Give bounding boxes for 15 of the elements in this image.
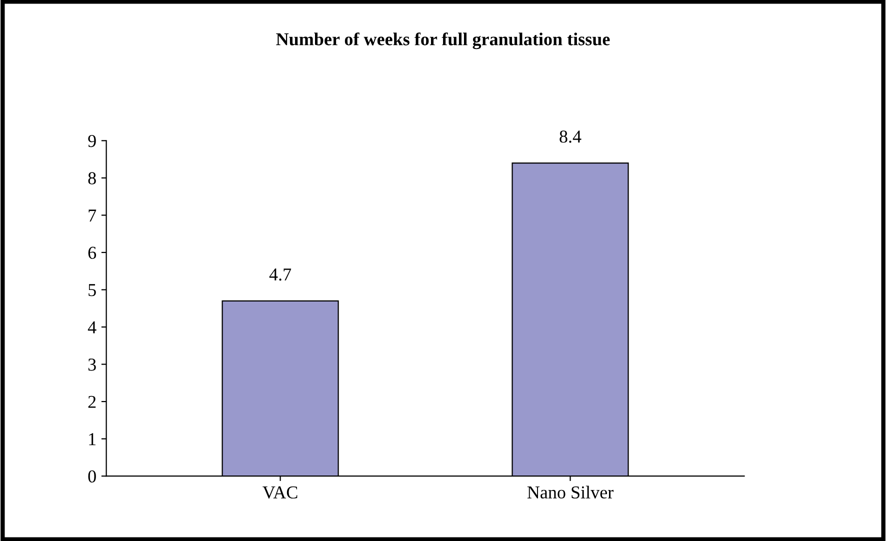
chart-title: Number of weeks for full granulation tissue: [276, 32, 610, 50]
y-tick-label: 2: [88, 396, 96, 408]
y-tick-label: 7: [88, 210, 96, 222]
y-tick-label: 3: [88, 358, 96, 371]
y-tick-label: 0: [88, 470, 96, 483]
y-tick-label: 6: [88, 246, 96, 259]
y-tick-label: 1: [89, 433, 96, 446]
x-tick-label: Nano Silver: [527, 486, 614, 499]
data-label: 4.7: [269, 268, 292, 281]
y-tick-label: 9: [88, 134, 96, 148]
y-tick-label: 5: [88, 284, 96, 296]
x-tick-label: VAC: [262, 486, 298, 499]
y-tick-label: 8: [88, 172, 96, 184]
data-label: 8.4: [560, 130, 582, 143]
y-tick-label: 4: [88, 321, 96, 334]
